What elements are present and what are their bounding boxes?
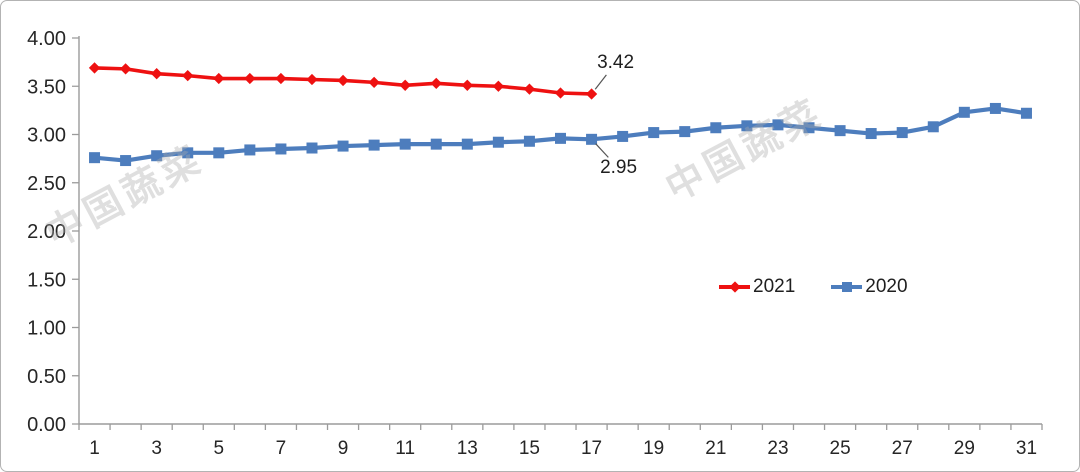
annotation-leader-line: [594, 74, 607, 90]
series-2020-point: [492, 136, 504, 148]
series-2020-point: [306, 142, 318, 154]
series-2020-point: [555, 132, 566, 144]
y-tick-label: 2.00: [27, 221, 66, 243]
series-2021-point: [337, 74, 349, 87]
series-2020-point: [275, 143, 287, 155]
x-tick-label: 15: [519, 438, 540, 459]
series-2021-point: [585, 88, 598, 100]
series-2020-point: [213, 147, 225, 159]
series-2020-point: [586, 133, 598, 145]
series-2020-point: [244, 144, 256, 156]
series-2021-point: [213, 72, 225, 85]
y-tick-label: 0.50: [27, 366, 66, 388]
series-2020-point: [710, 122, 722, 134]
series-2020-point: [989, 102, 1001, 114]
x-tick-label: 17: [581, 438, 602, 459]
y-tick-label: 0.00: [27, 414, 66, 436]
x-tick-label: 3: [151, 438, 162, 459]
series-2021-point: [430, 77, 442, 90]
y-tick-label: 3.50: [27, 76, 66, 98]
x-tick-label: 13: [457, 438, 478, 459]
series-2020-point: [182, 147, 194, 159]
y-tick-label: 1.00: [27, 318, 66, 340]
x-tick-label: 19: [643, 438, 664, 459]
x-tick-label: 25: [830, 438, 851, 459]
y-tick-label: 1.50: [27, 269, 66, 291]
x-tick-label: 1: [89, 438, 100, 459]
series-2020-point: [834, 125, 846, 137]
series-2020-point: [865, 128, 877, 140]
series-2020-point: [89, 152, 101, 164]
x-tick-label: 23: [767, 438, 788, 459]
series-2020-point: [461, 138, 473, 150]
series-2021-point: [88, 62, 101, 74]
legend-marker-2020-icon: [831, 281, 863, 292]
series-2021-point: [368, 76, 380, 89]
series-2020-point: [151, 150, 163, 162]
legend-item-2021: 2021: [719, 277, 795, 296]
series-2020-point: [399, 138, 411, 150]
series-2021-point: [119, 63, 132, 75]
x-tick-label: 5: [214, 438, 225, 459]
series-2020-point: [368, 139, 380, 151]
annotation-2020-value: 2.95: [600, 157, 638, 179]
chart-legend: 2021 2020: [719, 277, 908, 296]
x-tick-label: 9: [338, 438, 349, 459]
series-2020-point: [803, 122, 815, 134]
series-2020-point: [927, 121, 939, 133]
legend-marker-2021-icon: [719, 280, 750, 293]
y-tick-label: 2.50: [27, 173, 66, 195]
x-tick-label: 29: [954, 438, 975, 459]
legend-label-2021: 2021: [753, 276, 796, 297]
annotation-leader-line: [595, 143, 609, 158]
series-2020-point: [617, 130, 629, 142]
x-tick-label: 7: [276, 438, 287, 459]
series-2021-point: [275, 72, 287, 85]
series-2020-point: [741, 120, 753, 132]
series-2020-point: [523, 135, 535, 147]
series-2021-point: [151, 68, 163, 80]
legend-label-2020: 2020: [865, 276, 908, 297]
series-2020-point: [896, 127, 908, 139]
series-2021-point: [523, 83, 536, 95]
series-2020-point: [430, 138, 442, 150]
series-2021-point: [306, 73, 318, 86]
x-tick-label: 27: [892, 438, 913, 459]
series-2021-point: [244, 72, 256, 85]
x-tick-label: 31: [1016, 438, 1037, 459]
y-tick-label: 4.00: [27, 28, 66, 50]
series-2021-point: [182, 69, 194, 82]
series-2020-point: [1020, 107, 1032, 119]
series-2020-point: [958, 106, 970, 118]
series-2021-point: [492, 80, 505, 92]
series-2021-point: [461, 79, 473, 91]
annotation-2021-last-value: 3.42: [597, 51, 635, 73]
series-2020-point: [337, 140, 349, 152]
y-tick-label: 3.00: [27, 125, 66, 147]
legend-item-2020: 2020: [831, 276, 908, 297]
x-tick-label: 21: [705, 438, 726, 459]
series-2020-point: [120, 155, 132, 167]
series-2020-point: [679, 126, 691, 138]
series-2021-point: [399, 79, 411, 91]
series-2021-point: [554, 87, 567, 99]
x-tick-label: 11: [395, 438, 415, 459]
series-2020-point: [772, 119, 784, 131]
series-2020-point: [648, 127, 660, 139]
